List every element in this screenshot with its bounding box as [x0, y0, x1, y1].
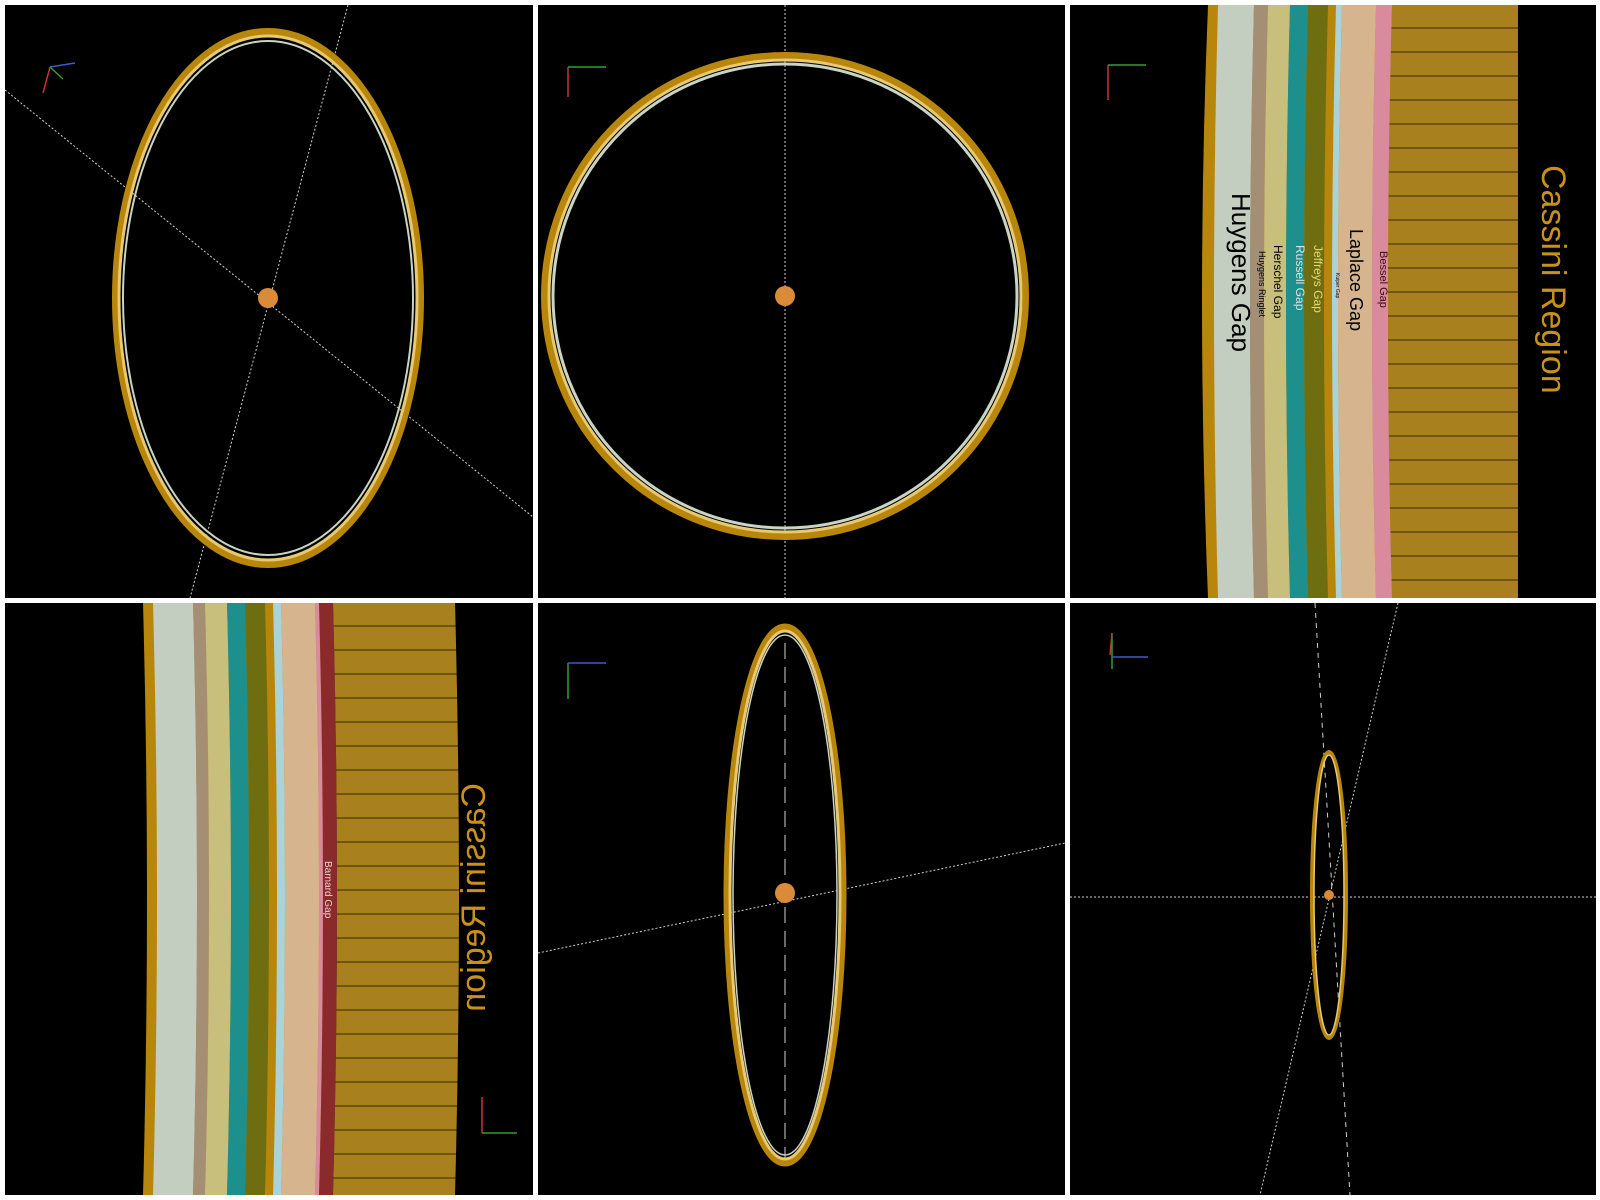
band-cassini-region [333, 603, 459, 1195]
orientation-triad [481, 1097, 517, 1134]
ring-inner [1313, 754, 1345, 1036]
band-kuiper-gap [1332, 5, 1342, 598]
band-olive [245, 603, 269, 1195]
band-teal [227, 603, 249, 1195]
label-cassini-region-mirrored: Cassini Region [455, 783, 493, 1012]
scene-edge-ring [538, 623, 1065, 1167]
label-cassini-region: Cassini Region [1534, 165, 1572, 394]
viewport-bottom-right[interactable] [1070, 603, 1596, 1195]
band-laplace-gap [1338, 5, 1376, 598]
label-jeffreys-gap: Jeffreys Gap [1311, 245, 1325, 313]
band-tan [281, 603, 319, 1195]
orientation-triad [42, 62, 76, 94]
axis-guide-line [1259, 603, 1399, 1195]
planet-sphere [775, 883, 795, 903]
label-huygens-gap: Huygens Gap [1226, 193, 1256, 352]
band-khaki [205, 603, 231, 1195]
axis-guide-line [538, 842, 1065, 954]
viewport-top-right[interactable]: Huygens Gap Huygens Ringlet Herschel Gap… [1070, 5, 1596, 598]
viewport-bottom-left[interactable]: Barnard Gap Cassini Region [5, 603, 533, 1195]
band-cassini-region [1388, 5, 1518, 598]
ring-inner [551, 62, 1019, 530]
axis-guide-line [5, 89, 533, 518]
label-bessel-gap: Bessel Gap [1377, 251, 1389, 308]
planet-sphere [258, 288, 278, 308]
ring-outer [1310, 750, 1348, 1040]
scene-ring-bands-mirrored: Barnard Gap Cassini Region [143, 603, 517, 1195]
label-laplace-gap: Laplace Gap [1346, 229, 1366, 331]
band-taupe [193, 603, 209, 1195]
ring-outer [112, 28, 424, 568]
band-russell-gap [1286, 5, 1308, 598]
ring-inner [732, 634, 838, 1156]
label-herschel-gap: Herschel Gap [1271, 245, 1285, 319]
label-huygens-ringlet: Huygens Ringlet [1257, 251, 1267, 318]
ring-mid [547, 58, 1023, 534]
ring-mid [117, 34, 419, 562]
orientation-triad [1109, 632, 1148, 669]
scene-distant-ring [1070, 603, 1596, 1195]
ring-mid [728, 629, 842, 1161]
band-jeffreys-gap [1304, 5, 1328, 598]
band-pink [315, 603, 323, 1195]
scene-face-on-ring [541, 5, 1029, 598]
ring-outer [541, 52, 1029, 540]
band-light-blue [273, 603, 285, 1195]
band-barnard-gap [319, 603, 337, 1195]
label-barnard-gap: Barnard Gap [322, 861, 333, 919]
scene-ring-bands: Huygens Gap Huygens Ringlet Herschel Gap… [1107, 5, 1572, 598]
band-huygens-ringlet [1250, 5, 1268, 598]
orientation-triad [567, 662, 606, 699]
scene-oblique-ring [5, 5, 533, 598]
orientation-triad [1107, 64, 1146, 100]
band-herschel-gap [1264, 5, 1290, 598]
band-bessel-gap [1372, 5, 1392, 598]
orientation-triad [567, 66, 606, 97]
viewport-bottom-center[interactable] [538, 603, 1065, 1195]
axis-guide-line [1314, 603, 1351, 1195]
label-kuiper-gap: Kuiper Gap [1334, 273, 1340, 299]
planet-sphere [1324, 890, 1334, 900]
planet-sphere [775, 286, 795, 306]
band-huygens-gap [1214, 5, 1254, 598]
viewport-top-center[interactable] [538, 5, 1065, 598]
ring-inner [122, 40, 414, 556]
ring-outer [723, 623, 847, 1167]
viewport-top-left[interactable] [5, 5, 533, 598]
label-russell-gap: Russell Gap [1293, 245, 1307, 311]
band-pale-green [153, 603, 197, 1195]
